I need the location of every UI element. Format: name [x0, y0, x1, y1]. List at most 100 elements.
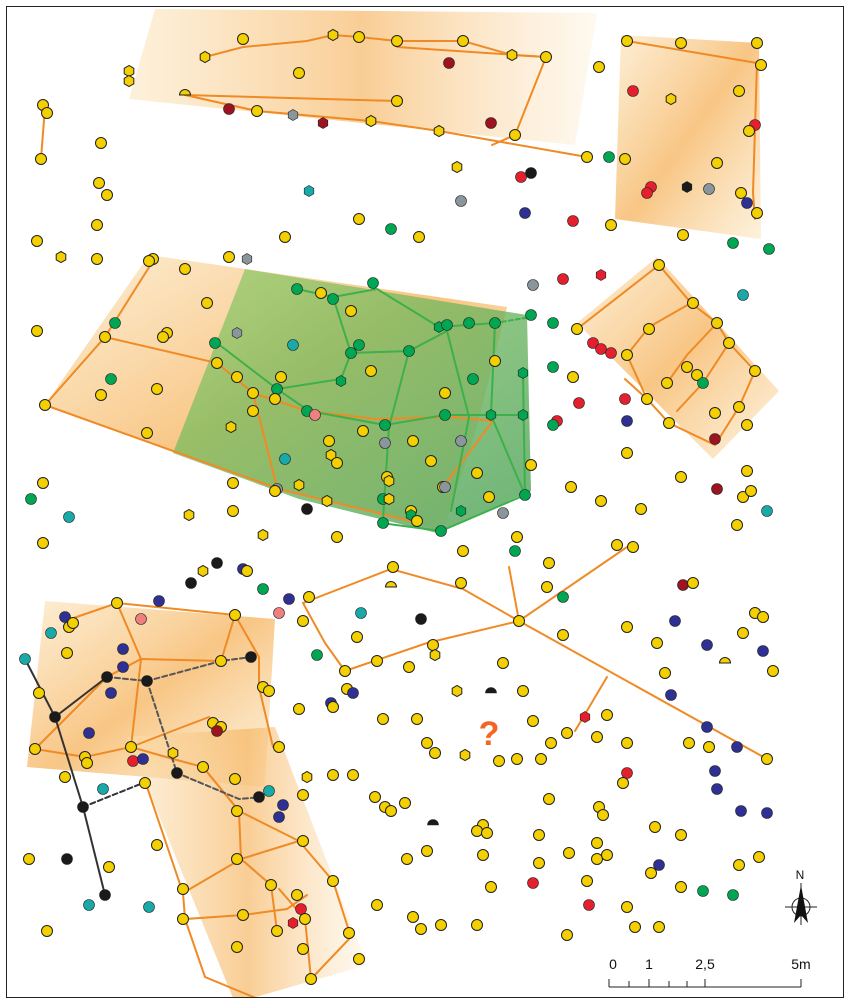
wall-line	[302, 602, 346, 672]
posthole-yellow	[489, 355, 501, 367]
posthole-yellow	[339, 665, 351, 677]
posthole-yellow	[343, 927, 355, 939]
posthole-green	[345, 347, 357, 359]
posthole-grey	[379, 437, 391, 449]
posthole-yellow	[323, 435, 335, 447]
posthole-yellow	[391, 95, 403, 107]
posthole-yellow	[351, 631, 363, 643]
posthole-teal	[279, 453, 291, 465]
posthole-yellow	[387, 561, 399, 573]
posthole-darkred	[443, 57, 455, 69]
posthole-yellow	[357, 425, 369, 437]
posthole-yellow	[305, 973, 317, 985]
posthole-teal	[761, 505, 773, 517]
posthole-yellow-hex	[665, 92, 677, 106]
posthole-blue	[711, 783, 723, 795]
posthole-yellow	[471, 919, 483, 931]
posthole-green	[403, 345, 415, 357]
posthole-yellow	[251, 105, 263, 117]
posthole-yellow	[353, 31, 365, 43]
scale-label-2-5: 2,5	[695, 956, 715, 972]
posthole-yellow	[139, 777, 151, 789]
posthole-teal	[263, 785, 275, 797]
posthole-yellow	[641, 393, 653, 405]
posthole-yellow	[497, 657, 509, 669]
posthole-yellow	[353, 213, 365, 225]
posthole-yellow	[231, 805, 243, 817]
posthole-blue	[701, 721, 713, 733]
posthole-red	[567, 215, 579, 227]
posthole-red	[557, 273, 569, 285]
posthole-yellow	[263, 685, 275, 697]
posthole-yellow	[41, 925, 53, 937]
building-area-south	[127, 727, 367, 997]
posthole-black	[301, 503, 313, 515]
posthole-black	[525, 167, 537, 179]
posthole-blue	[665, 689, 677, 701]
posthole-black	[253, 791, 265, 803]
posthole-yellow	[31, 235, 43, 247]
posthole-grey-hex	[241, 253, 253, 265]
posthole-teal-hex	[303, 185, 315, 197]
posthole-green-hex	[485, 409, 497, 421]
building-area-east	[577, 257, 779, 459]
wall-line	[344, 546, 628, 672]
building-footprints	[27, 9, 779, 997]
posthole-yellow	[403, 661, 415, 673]
posthole-darkred	[211, 725, 223, 737]
posthole-yellow	[37, 537, 49, 549]
posthole-blue	[653, 859, 665, 871]
posthole-yellow-hex	[321, 494, 333, 508]
posthole-blue	[117, 643, 129, 655]
posthole-yellow	[543, 557, 555, 569]
posthole-yellow	[315, 287, 327, 299]
posthole-yellow	[327, 701, 339, 713]
wall-line	[184, 94, 398, 102]
posthole-yellow	[143, 255, 155, 267]
posthole-yellow-hex	[383, 492, 395, 506]
posthole-black	[101, 671, 113, 683]
wall-line-green	[494, 316, 532, 324]
posthole-darkred-hex	[317, 117, 329, 129]
posthole-yellow	[749, 365, 761, 377]
wall-line-black	[106, 656, 252, 683]
posthole-yellow	[513, 615, 525, 627]
posthole-green	[727, 237, 739, 249]
posthole-yellow	[517, 685, 529, 697]
posthole-yellow	[709, 407, 721, 419]
posthole-green	[763, 243, 775, 255]
posthole-yellow	[297, 615, 309, 627]
posthole-yellow	[227, 477, 239, 489]
scale-label-0: 0	[609, 956, 617, 972]
posthole-red	[641, 187, 653, 199]
posthole-yellow	[619, 153, 631, 165]
posthole-yellow	[415, 923, 427, 935]
posthole-black	[171, 767, 183, 779]
posthole-yellow	[179, 263, 191, 275]
posthole-blue	[117, 661, 129, 673]
building-area-north	[129, 9, 597, 145]
posthole-blue	[347, 687, 359, 699]
posthole-yellow	[601, 849, 613, 861]
posthole-green	[525, 309, 537, 321]
wall-line	[518, 620, 768, 760]
posthole-red	[515, 171, 527, 183]
posthole-pink	[309, 409, 321, 421]
posthole-yellow	[331, 457, 343, 469]
posthole-yellow	[723, 337, 735, 349]
building-area-northeast	[615, 35, 761, 239]
wall-line	[666, 322, 718, 384]
posthole-yellow	[215, 655, 227, 667]
posthole-yellow	[41, 107, 53, 119]
posthole-yellow	[177, 883, 189, 895]
posthole-yellow-hex	[293, 478, 305, 492]
posthole-red	[527, 877, 539, 889]
posthole-yellow	[241, 565, 253, 577]
posthole-green	[435, 525, 447, 537]
posthole-yellow-hex	[123, 74, 135, 88]
posthole-yellow	[59, 771, 71, 783]
posthole-black	[77, 801, 89, 813]
posthole-yellow	[681, 361, 693, 373]
posthole-yellow	[621, 737, 633, 749]
posthole-yellow	[509, 129, 521, 141]
